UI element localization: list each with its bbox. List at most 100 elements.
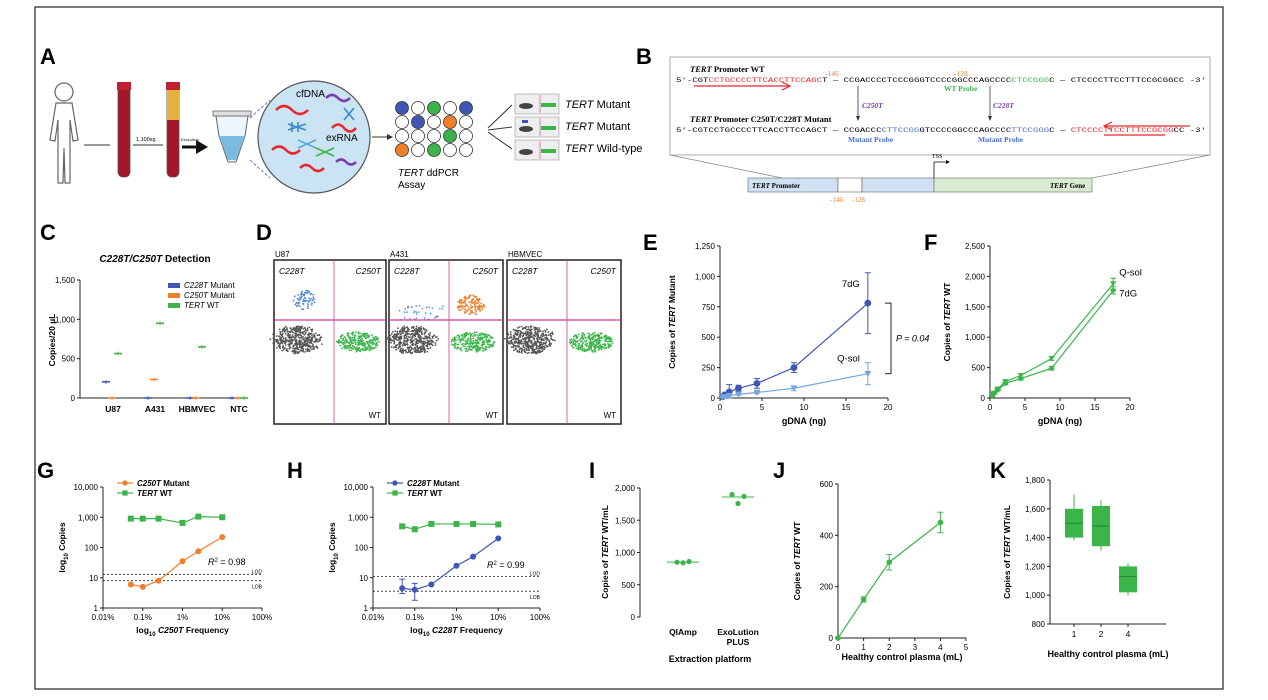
droplet-negative (550, 335, 553, 338)
droplet-grid (395, 101, 473, 157)
droplet-negative (399, 348, 402, 351)
droplet-c228t (294, 303, 297, 306)
droplet-negative (308, 335, 311, 338)
droplet-negative (421, 343, 424, 346)
droplet-negative (282, 348, 285, 351)
droplet-wt (492, 341, 495, 344)
droplet-wt (359, 332, 362, 335)
droplet-negative (299, 334, 302, 337)
droplet-c250t (461, 308, 463, 311)
y-axis-label: Copies of TERT WT/mL (1002, 505, 1012, 599)
droplet-wt (353, 345, 356, 348)
droplet-negative (521, 337, 524, 340)
droplet-wt (367, 343, 370, 346)
droplet-negative (434, 344, 437, 346)
droplet-wt (350, 349, 353, 352)
droplet-negative (536, 328, 539, 331)
droplet-c250t (457, 306, 460, 309)
droplet-wt (460, 338, 463, 341)
box (1119, 566, 1137, 593)
droplet-negative (541, 335, 544, 338)
droplet-wt (359, 342, 362, 345)
droplet-negative (541, 343, 544, 346)
droplet-wt (479, 348, 481, 351)
droplet-wt (584, 337, 587, 339)
droplet-negative (398, 338, 401, 340)
droplet-negative (410, 347, 413, 349)
droplet-c228t (293, 295, 296, 298)
droplet-wt (349, 339, 352, 342)
droplet (427, 101, 441, 115)
quadrant-label-wt: WT (369, 411, 382, 420)
droplet-wt (473, 331, 476, 334)
droplet-wt (594, 347, 597, 349)
droplet-wt (348, 337, 351, 340)
droplet-negative (291, 330, 293, 333)
droplet-wt (598, 337, 601, 339)
droplet-wt (582, 341, 584, 344)
droplet-c250t (474, 300, 477, 303)
droplet-negative (279, 330, 282, 333)
droplet-negative (309, 345, 312, 348)
droplet-negative (410, 326, 413, 329)
droplet-negative (424, 335, 427, 338)
droplet-wt (342, 342, 345, 345)
droplet-scatter (415, 305, 418, 307)
droplet-negative (396, 332, 399, 334)
droplet-negative (302, 332, 304, 335)
data-point (139, 583, 146, 590)
droplet-negative (400, 350, 403, 352)
droplet-negative (311, 343, 314, 346)
droplet-scatter (403, 311, 406, 313)
droplet-negative (543, 346, 546, 349)
droplet-wt (586, 342, 589, 345)
droplet-wt (593, 331, 596, 334)
droplet-wt (588, 344, 591, 347)
droplet (411, 115, 425, 129)
droplet-wt (609, 344, 612, 347)
droplet-wt (358, 335, 361, 338)
droplet-negative (273, 341, 276, 344)
droplet-c250t (478, 304, 481, 307)
wt-sequence: 5'-CGT CCTGCCCCTTCACCTTCCAGC T — CCGACCCCT… (676, 77, 1206, 84)
droplet-wt (467, 337, 470, 340)
droplet-wt (583, 335, 586, 337)
blood-tube-icon (117, 82, 131, 178)
droplet-negative (536, 340, 539, 343)
droplet-wt (589, 347, 592, 350)
droplet-wt (579, 340, 582, 343)
droplet-negative (311, 348, 313, 351)
droplet-negative (538, 330, 540, 333)
y-tick-label: 400 (820, 531, 834, 540)
droplet-negative (535, 343, 538, 345)
category-label: PLUS (727, 637, 750, 647)
arrow-head-a3 (196, 140, 208, 154)
droplet-negative (289, 330, 292, 333)
droplet-negative (520, 342, 523, 345)
droplet-negative (519, 336, 521, 339)
droplet-c228t (305, 299, 308, 302)
droplet-negative (416, 330, 419, 333)
data-point (179, 519, 186, 526)
droplet-wt (589, 339, 592, 341)
droplet-wt (489, 340, 491, 343)
significance-bracket (885, 302, 892, 375)
droplet-wt (570, 341, 573, 344)
droplet-negative (542, 332, 544, 335)
ddpcr-output-thumbnails (514, 93, 560, 161)
droplet-negative (281, 349, 283, 352)
droplet-wt (356, 349, 359, 352)
droplet-wt (376, 344, 379, 347)
droplet-wt (572, 347, 575, 349)
droplet-negative (409, 349, 412, 352)
data-point (127, 515, 134, 522)
droplet-wt (574, 340, 577, 343)
droplet-negative (534, 350, 537, 353)
droplet-negative (272, 337, 275, 339)
droplet-negative (284, 337, 287, 339)
microtube-icon (212, 110, 252, 163)
droplet-negative (409, 345, 412, 348)
droplet-wt (343, 336, 346, 338)
